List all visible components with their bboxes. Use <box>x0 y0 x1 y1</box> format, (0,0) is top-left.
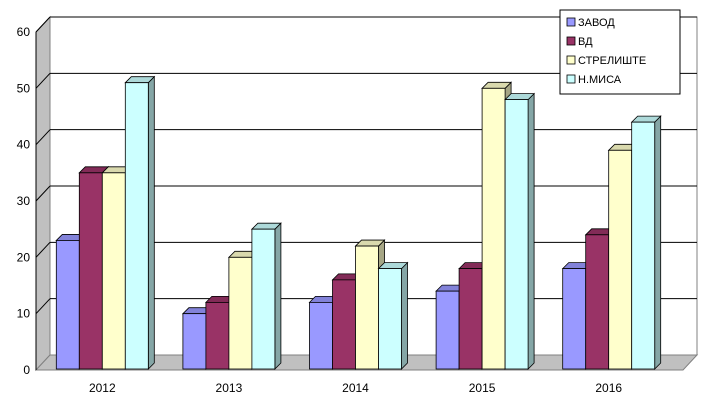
bar <box>124 75 156 370</box>
x-tick-label: 2015 <box>469 381 496 395</box>
legend-item: ЗАВОД <box>566 17 615 29</box>
y-tick-label: 20 <box>17 250 31 264</box>
legend-label: Н.МИСА <box>578 74 622 86</box>
y-tick-label: 30 <box>17 194 31 208</box>
gridline-side <box>35 241 51 258</box>
bar <box>377 261 409 370</box>
bar-front <box>458 268 483 370</box>
gridline-side <box>35 185 51 202</box>
legend-item: ВД <box>566 36 593 48</box>
bar-front <box>378 268 402 370</box>
legend-box <box>559 9 681 95</box>
bar-front <box>205 301 230 370</box>
x-tick-label: 2016 <box>595 381 622 395</box>
x-tick-label: 2012 <box>89 381 116 395</box>
legend-swatch <box>566 55 576 65</box>
legend-item: СТРЕЛИШТЕ <box>566 55 646 67</box>
bar-front <box>309 301 333 370</box>
y-tick-label: 0 <box>23 363 30 377</box>
bars <box>55 75 662 370</box>
bar-front <box>435 290 460 370</box>
bar-front <box>332 279 356 370</box>
bar-front <box>251 228 276 370</box>
bar <box>250 222 282 370</box>
x-tick-label: 2013 <box>216 381 243 395</box>
legend: ЗАВОД ВД СТРЕЛИШТЕ Н.МИСА <box>559 9 681 95</box>
bar-front <box>481 87 506 370</box>
legend-swatch <box>566 36 576 46</box>
x-axis: 2012 2013 2014 2015 2016 <box>89 381 622 395</box>
bar-front <box>182 313 207 370</box>
gridline-side <box>35 72 51 89</box>
bar-front <box>585 234 610 370</box>
bar-front <box>124 82 149 370</box>
y-tick-label: 50 <box>17 81 31 95</box>
bar-front <box>608 149 633 370</box>
bar-front <box>55 240 80 370</box>
bar-front <box>631 121 656 370</box>
legend-item: Н.МИСА <box>566 74 622 86</box>
legend-label: ЗАВОД <box>578 17 615 29</box>
bar-side <box>401 261 408 370</box>
bar-side <box>147 75 155 370</box>
bar-front <box>504 99 529 370</box>
bar-side <box>274 222 282 370</box>
gridline-side <box>35 16 51 33</box>
bar-front <box>228 256 253 370</box>
y-tick-label: 10 <box>17 307 31 321</box>
legend-swatch <box>566 74 576 84</box>
gridline-side <box>35 129 51 146</box>
bar <box>504 92 536 370</box>
y-tick-label: 40 <box>17 138 31 152</box>
bar-front <box>78 172 103 370</box>
bar <box>630 115 662 370</box>
gridline-side <box>35 298 51 315</box>
bar-front <box>562 268 587 370</box>
bar-front <box>101 172 126 370</box>
legend-label: ВД <box>578 36 593 48</box>
x-tick-label: 2014 <box>342 381 369 395</box>
y-tick-label: 60 <box>17 25 31 39</box>
y-axis: 0 10 20 30 40 50 60 <box>17 25 37 377</box>
bar-side <box>527 92 535 370</box>
legend-label: СТРЕЛИШТЕ <box>578 55 646 67</box>
legend-swatch <box>566 17 576 27</box>
bar-side <box>654 115 662 370</box>
bar-front <box>355 245 379 370</box>
